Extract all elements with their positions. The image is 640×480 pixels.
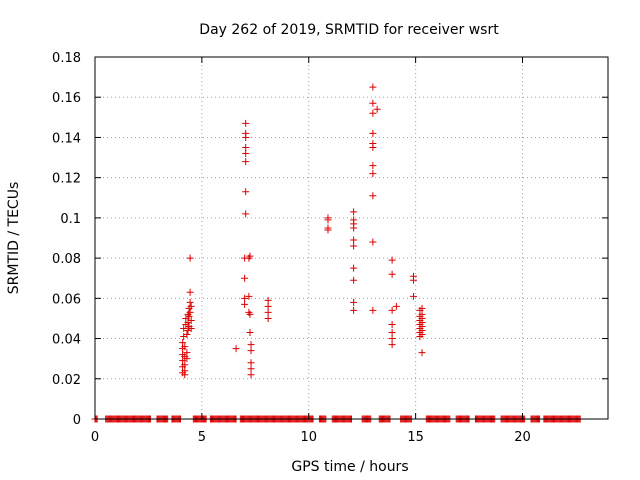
data-point [350,264,358,272]
data-point [388,329,396,337]
data-point [179,339,187,347]
data-point [369,306,377,314]
data-point [242,210,250,218]
data-point [369,170,377,178]
y-tick-label: 0 [73,413,81,428]
data-point [241,274,249,282]
data-point [388,256,396,264]
data-point [350,298,358,306]
x-tick-label: 20 [514,430,531,445]
data-point [187,302,195,310]
data-point [246,310,254,318]
data-point [369,162,377,170]
data-point [232,345,240,353]
data-point [187,325,195,332]
data-point [242,119,250,127]
y-tick-label: 0.02 [52,373,81,388]
data-point [179,357,187,365]
data-point [247,347,255,355]
data-point [247,371,255,379]
data-point [242,144,250,151]
y-axis-label: SRMTID / TECUs [6,182,22,295]
y-tick-label: 0.08 [52,252,81,267]
y-tick-label: 0.04 [52,333,81,348]
data-point [242,158,250,166]
data-point [186,308,194,316]
data-point [183,355,191,363]
y-tick-label: 0.12 [52,172,81,187]
data-point [409,276,417,284]
data-point [392,302,400,310]
data-point [247,359,255,367]
data-point [181,361,189,369]
data-point [350,276,358,284]
data-point [388,270,396,278]
plot-border [94,56,609,420]
data-point [247,365,255,373]
data-point [242,133,250,141]
data-point [350,306,358,314]
data-point [247,341,255,349]
data-point [264,308,272,316]
data-point [350,236,358,244]
y-tick-label: 0.1 [60,212,81,227]
data-point [186,298,194,306]
data-point [418,331,426,339]
tick-labels: 0 5 10 15 20 0 0.02 0.04 0.06 0.08 0.1 0.12 0.14 0.16… [52,51,531,445]
data-point [388,306,396,314]
data-point [418,349,426,357]
data-point [242,188,250,196]
data-point [264,296,272,304]
y-tick-label: 0.16 [52,91,81,106]
x-tick-label: 0 [91,430,99,445]
data-point [369,192,377,200]
data-point [369,238,377,246]
axes [94,56,609,420]
grid-lines [95,57,608,419]
y-tick-label: 0.06 [52,292,81,307]
data-point [324,216,332,224]
data-point [388,320,396,328]
chart-title: Day 262 of 2019, SRMTID for receiver wsr… [199,22,499,38]
data-point [264,314,272,322]
data-point [186,254,194,262]
x-tick-label: 15 [407,430,424,445]
data-point [181,371,189,379]
data-point [264,302,272,310]
data-point [369,109,377,117]
data-point [181,343,189,351]
data-point [409,292,417,300]
data-point [350,224,358,232]
data-point [350,242,358,250]
data-point [369,144,377,151]
data-point [183,331,191,339]
data-point [241,300,249,308]
data-point [186,288,194,296]
data-point [418,304,426,312]
data-points [91,83,584,423]
data-point [388,335,396,343]
y-tick-label: 0.18 [52,51,81,66]
data-point [187,316,195,324]
data-point [369,129,377,137]
data-point [241,294,249,302]
data-point [242,150,250,158]
data-point [369,83,377,91]
x-axis-label: GPS time / hours [291,459,408,475]
data-point [246,329,254,337]
data-point [388,341,396,349]
y-tick-label: 0.14 [52,131,81,146]
data-point [369,99,377,107]
data-point [373,105,381,113]
data-point [246,252,254,260]
data-point [324,226,332,234]
data-point [245,292,253,300]
x-tick-label: 5 [198,430,206,445]
data-point [185,312,193,320]
data-point [350,208,358,216]
data-point [183,349,191,357]
data-point [180,325,188,332]
x-tick-label: 10 [300,430,317,445]
